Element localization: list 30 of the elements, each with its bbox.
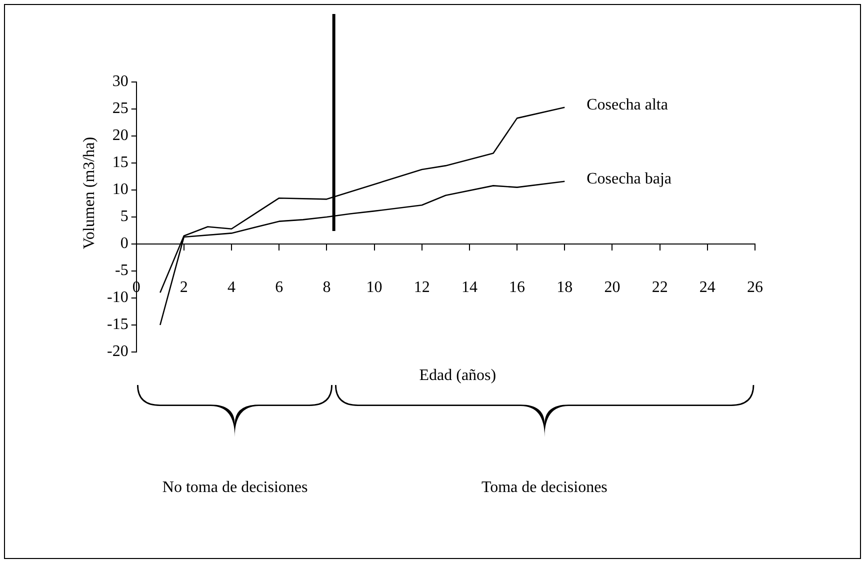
x-tick-label: 12 — [414, 278, 430, 296]
x-tick-label: 26 — [747, 278, 763, 296]
y-tick-label: -15 — [107, 316, 128, 334]
series-label: Cosecha baja — [586, 170, 672, 188]
y-tick-label: -10 — [107, 289, 128, 306]
x-tick-label: 4 — [228, 278, 236, 296]
x-tick-label: 10 — [366, 278, 382, 296]
y-axis-title: Volumen (m3/ha) — [81, 136, 98, 250]
text: No toma de decisiones — [162, 479, 308, 496]
x-tick-label: 6 — [275, 278, 284, 296]
x-tick-label: 20 — [604, 278, 620, 296]
y-tick-label: 5 — [120, 208, 128, 226]
x-tick-label: 16 — [509, 278, 526, 296]
series-label: Cosecha alta — [586, 96, 668, 114]
x-tick-label: 24 — [699, 278, 716, 296]
y-tick-label: 10 — [112, 181, 128, 198]
y-tick-label: 0 — [120, 235, 128, 252]
y-tick-label: 20 — [112, 127, 128, 144]
x-tick-label: 8 — [322, 278, 331, 296]
y-tick-label: 25 — [112, 100, 128, 118]
y-tick-label: -5 — [115, 262, 128, 280]
text: Toma de decisiones — [481, 479, 608, 496]
y-tick-label: 15 — [112, 154, 128, 172]
x-axis-title: Edad (años) — [419, 367, 496, 384]
y-tick-label: -20 — [107, 343, 128, 360]
x-tick-label: 2 — [180, 278, 188, 296]
x-tick-label: 18 — [556, 278, 573, 296]
y-tick-label: 30 — [112, 73, 128, 90]
x-tick-label: 22 — [652, 278, 668, 296]
x-tick-label: 14 — [461, 278, 478, 296]
